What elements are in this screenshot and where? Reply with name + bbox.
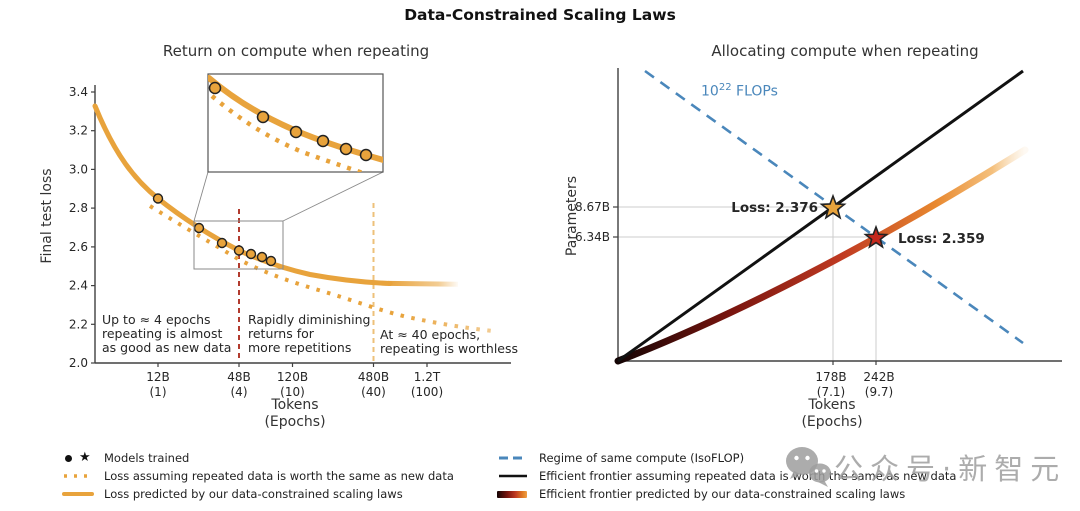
x-tick-epochs: (40)	[361, 385, 386, 399]
guide-lines	[618, 206, 877, 361]
y-tick: 6.34B	[575, 230, 610, 244]
x-tick-tokens: 48B	[227, 370, 251, 384]
y-tick: 3.0	[69, 162, 88, 176]
orange-star-marker	[819, 193, 847, 220]
legend-label: Efficient frontier predicted by our data…	[539, 487, 906, 501]
legend-item-dotted-loss: Loss assuming repeated data is worth the…	[62, 467, 454, 485]
svg-text:Up to ≈ 4 epochs: Up to ≈ 4 epochs	[102, 312, 211, 327]
x-tick-epochs: (100)	[411, 385, 443, 399]
inset-model-points	[208, 81, 373, 162]
y-tick: 2.2	[69, 317, 88, 331]
left-x-axis-label: Tokens (Epochs)	[264, 397, 326, 430]
left-panel-title: Return on compute when repeating	[162, 42, 430, 60]
inset-connector	[282, 171, 384, 222]
x-tick-tokens: 480B	[358, 370, 389, 384]
legend-label: Efficient frontier assuming repeated dat…	[539, 469, 957, 483]
inset-dotted-curve	[210, 94, 367, 172]
x-tick-epochs: (7.1)	[817, 385, 845, 399]
inset-box	[207, 73, 384, 173]
loss-label-red-star: Loss: 2.359	[898, 231, 985, 247]
y-tick: 2.6	[69, 240, 88, 254]
red-star-marker	[863, 224, 889, 249]
svg-text:Rapidly diminishing: Rapidly diminishing	[248, 312, 370, 327]
right-panel-title: Allocating compute when repeating	[711, 42, 979, 60]
y-tick: 3.2	[69, 124, 88, 138]
y-tick: 8.67B	[575, 200, 610, 214]
x-tick-tokens: 120B	[277, 370, 308, 384]
blue-dashed-line-icon	[497, 455, 539, 461]
data-constrained-frontier-line	[614, 146, 1029, 365]
solid-loss-curve-fade	[387, 280, 459, 287]
legend-label: Models trained	[104, 451, 190, 465]
left-chart: 3.4 3.2 3.0 2.8 2.6 2.4 2.2 2.0 12B (1) …	[69, 73, 518, 399]
x-tick-epochs: (10)	[280, 385, 305, 399]
x-tick-tokens: 242B	[863, 370, 894, 384]
legend-item-gradient-frontier: Efficient frontier predicted by our data…	[497, 485, 956, 503]
x-tick-epochs: (4)	[231, 385, 248, 399]
y-tick: 3.4	[69, 85, 88, 99]
new-data-frontier-line	[617, 69, 1024, 363]
dot-star-marker-icon: ★	[62, 451, 104, 464]
legend-label: Regime of same compute (IsoFLOP)	[539, 451, 745, 465]
svg-text:as good as new data: as good as new data	[102, 340, 231, 355]
svg-text:returns for: returns for	[248, 326, 315, 341]
x-tick-epochs: (9.7)	[865, 385, 893, 399]
legend-item-solid-loss: Loss predicted by our data-constrained s…	[62, 485, 454, 503]
svg-text:more repetitions: more repetitions	[248, 340, 351, 355]
x-tick-tokens: 1.2T	[414, 370, 441, 384]
svg-text:At ≈ 40 epochs,: At ≈ 40 epochs,	[380, 327, 480, 342]
right-y-ticks	[613, 206, 618, 238]
svg-text:repeating is almost: repeating is almost	[102, 326, 222, 341]
right-x-axis-label: Tokens (Epochs)	[801, 397, 863, 430]
solid-loss-curve	[92, 103, 393, 286]
right-chart: Loss: 2.376 Loss: 2.359 8.67B 6.34B 178B…	[575, 68, 1062, 399]
legend-item-isoflop: Regime of same compute (IsoFLOP)	[497, 449, 956, 467]
legend-label: Loss predicted by our data-constrained s…	[104, 487, 403, 501]
red-annotation: Up to ≈ 4 epochs repeating is almost as …	[102, 312, 231, 355]
inset-connector	[193, 171, 209, 222]
y-tick: 2.0	[69, 356, 88, 370]
light-orange-annotation: At ≈ 40 epochs, repeating is worthless	[380, 327, 518, 356]
left-x-ticks	[157, 363, 428, 367]
y-tick: 2.8	[69, 201, 88, 215]
figure-title: Data-Constrained Scaling Laws	[404, 6, 676, 24]
y-tick: 2.4	[69, 279, 88, 293]
legend-right-column: Regime of same compute (IsoFLOP) Efficie…	[497, 449, 956, 503]
orange-solid-line-icon	[62, 491, 104, 497]
legend-left-column: ★ Models trained Loss assuming repeated …	[62, 449, 454, 503]
legend-item-models-trained: ★ Models trained	[62, 449, 454, 467]
legend-item-black-frontier: Efficient frontier assuming repeated dat…	[497, 467, 956, 485]
right-x-ticks	[832, 361, 877, 365]
loss-label-orange-star: Loss: 2.376	[731, 200, 818, 216]
svg-text:repeating is worthless: repeating is worthless	[380, 341, 518, 356]
x-tick-epochs: (1)	[150, 385, 167, 399]
isoflop-flops-label: 1022 FLOPs	[701, 82, 778, 100]
zoom-source-rect	[193, 220, 284, 270]
black-solid-line-icon	[497, 473, 539, 479]
legend-label: Loss assuming repeated data is worth the…	[104, 469, 454, 483]
left-y-ticks	[91, 91, 95, 364]
trained-model-points	[152, 193, 277, 267]
orange-annotation: Rapidly diminishing returns for more rep…	[248, 312, 370, 355]
x-tick-tokens: 12B	[146, 370, 170, 384]
orange-dotted-line-icon	[62, 473, 104, 479]
gradient-line-icon	[497, 490, 539, 498]
x-tick-tokens: 178B	[815, 370, 846, 384]
